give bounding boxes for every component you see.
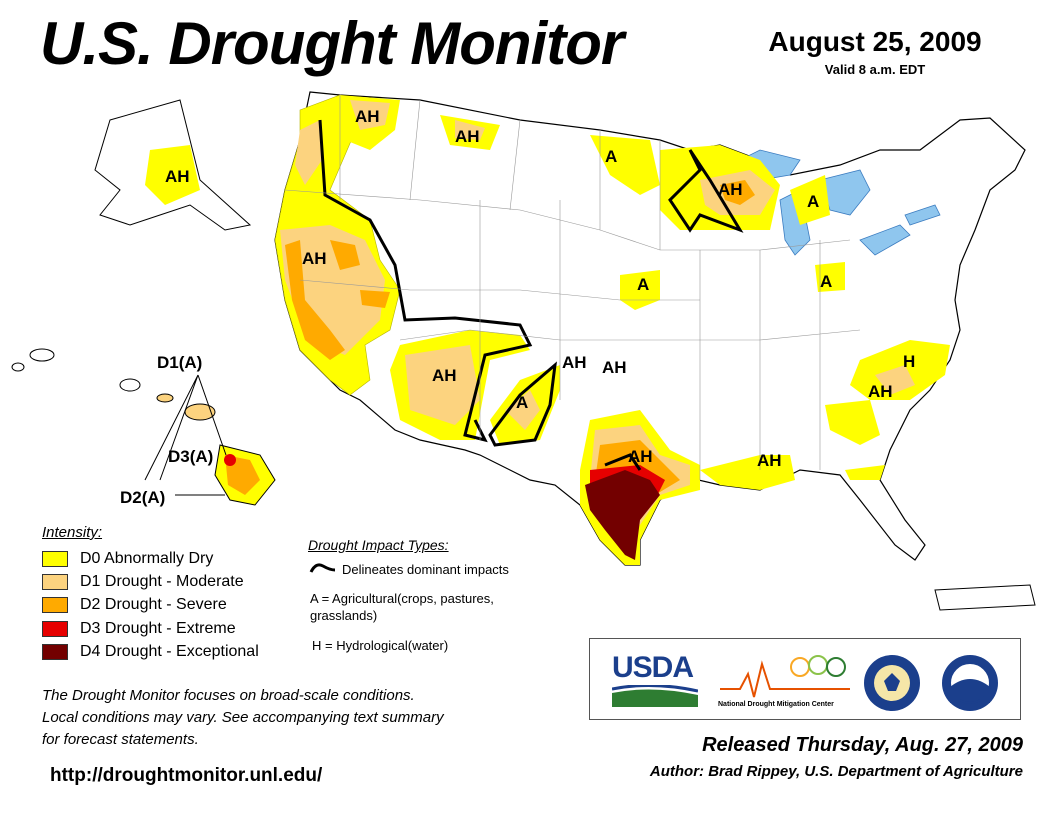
great-lakes [719, 149, 941, 256]
impact-line-icon [309, 563, 336, 573]
legend-title: Intensity: [42, 524, 103, 541]
impact-types-title: Drought Impact Types: [308, 537, 449, 553]
drought-area-mi [790, 175, 830, 225]
impact-label: H [903, 352, 915, 371]
impact-label: AH [757, 451, 782, 470]
drought-area-mn [590, 135, 660, 195]
legend-swatch [42, 621, 68, 637]
note-line: The Drought Monitor focuses on broad-sca… [42, 687, 415, 704]
drought-area-nc-d1 [875, 365, 915, 395]
impact-label: A [637, 275, 649, 294]
legend-item-d2: D2 Drought - Severe [42, 595, 227, 615]
legend-label: D0 Abnormally Dry [80, 550, 214, 567]
hawaii-d3-label: D3(A) [168, 447, 213, 466]
legend-item-d4: D4 Drought - Exceptional [42, 642, 259, 662]
impact-label: AH [562, 353, 587, 372]
legend-item-d3: D3 Drought - Extreme [42, 619, 236, 639]
drought-area-wi-d2 [720, 180, 755, 205]
impact-label: AH [455, 127, 480, 146]
legend-item-d1: D1 Drought - Moderate [42, 572, 244, 592]
noaa-logo-icon [942, 655, 998, 711]
legend-label: D1 Drought - Moderate [80, 573, 244, 590]
impact-line-tx [604, 453, 642, 471]
partner-logos: USDA National Drought Mitigation Center [589, 638, 1021, 720]
legend-label: D2 Drought - Severe [80, 596, 227, 613]
legend-item-d0: D0 Abnormally Dry [42, 549, 213, 569]
impact-a-line2: grasslands) [310, 608, 378, 623]
release-date: Released Thursday, Aug. 27, 2009 [702, 734, 1023, 756]
drought-area-fl [845, 465, 885, 480]
drought-area-nw-d1 [295, 120, 322, 185]
legend-swatch [42, 644, 68, 660]
impact-label: AH [355, 107, 380, 126]
valid-time: Valid 8 a.m. EDT [824, 62, 926, 77]
impact-label: AH [165, 167, 190, 186]
map-date: August 25, 2009 [768, 26, 982, 57]
drought-area-tx-d4 [585, 470, 660, 560]
legend-swatch [42, 574, 68, 590]
impact-label: AH [628, 447, 653, 466]
impact-label: A [516, 393, 528, 412]
impact-label: A [807, 192, 819, 211]
note-line: Local conditions may vary. See accompany… [42, 709, 444, 726]
impact-label: A [820, 272, 832, 291]
hawaii-d1-label: D1(A) [157, 353, 202, 372]
drought-area-west-d2 [285, 240, 390, 360]
drought-area-nd-d1 [455, 120, 485, 140]
impact-h-text: H = Hydrological(water) [312, 638, 449, 653]
impact-line-nm [488, 361, 557, 447]
impact-label: AH [718, 180, 743, 199]
drought-area-la-ms [700, 455, 795, 490]
note-line: for forecast statements. [42, 731, 199, 748]
impact-label: AH [302, 249, 327, 268]
hawaii [11, 348, 276, 506]
commerce-seal-icon [864, 655, 920, 711]
legend-label: D3 Drought - Extreme [80, 620, 236, 637]
impact-line-west [318, 119, 533, 443]
drought-area-nm-d1 [505, 390, 540, 430]
impact-label: A [605, 147, 617, 166]
impact-line-text: Delineates dominant impacts [342, 562, 509, 577]
impact-label: AH [602, 358, 627, 377]
usda-logo: USDA [612, 651, 694, 684]
alaska-drought [145, 145, 200, 205]
usda-swoosh-icon [612, 685, 698, 707]
impact-label: AH [868, 382, 893, 401]
author-credit: Author: Brad Rippey, U.S. Department of … [649, 763, 1023, 780]
legend-swatch [42, 551, 68, 567]
impact-line-mn [668, 149, 744, 233]
impact-a-line1: A = Agricultural(crops, pastures, [310, 591, 494, 606]
legend-label: D4 Drought - Exceptional [80, 643, 259, 660]
drought-area-montana-d1 [350, 100, 390, 130]
ndmc-logo-icon [720, 655, 850, 698]
ndmc-label: National Drought Mitigation Center [718, 701, 834, 708]
disclaimer-note: The Drought Monitor focuses on broad-sca… [42, 685, 562, 751]
website-link[interactable]: http://droughtmonitor.unl.edu/ [50, 765, 323, 786]
drought-area-sc-ga [825, 400, 880, 445]
state-borders [284, 95, 861, 480]
drought-area-sw-d1 [405, 345, 480, 425]
drought-area-in [815, 262, 845, 292]
page-title: U.S. Drought Monitor [40, 10, 624, 77]
impact-label: AH [432, 366, 457, 385]
hawaii-d2-label: D2(A) [120, 488, 165, 507]
puerto-rico [934, 584, 1036, 611]
legend-swatch [42, 597, 68, 613]
